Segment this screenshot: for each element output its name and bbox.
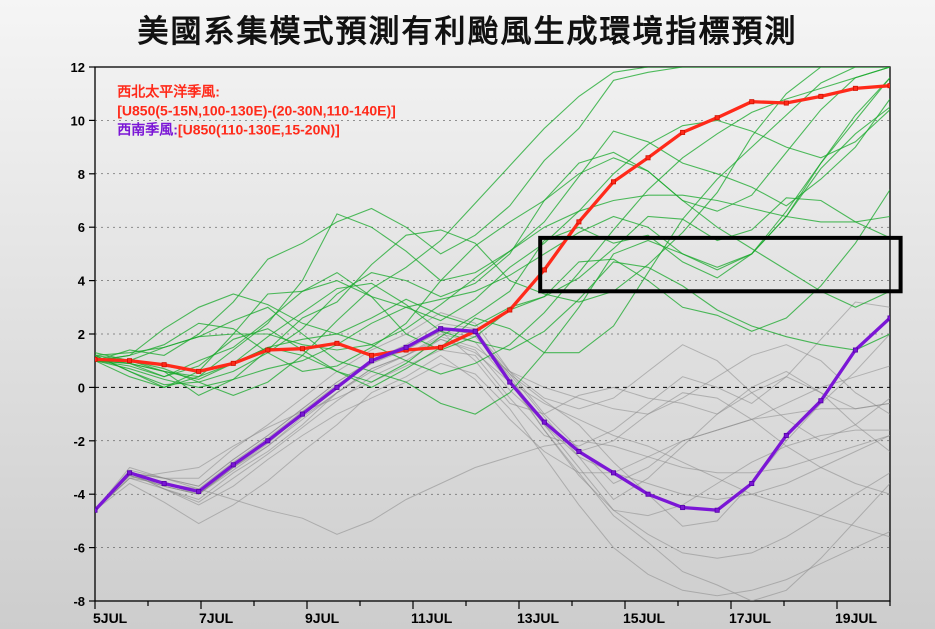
x-tick-label: 19JUL: [835, 610, 877, 626]
series-marker: [127, 359, 131, 363]
series-marker: [715, 508, 719, 512]
ensemble-green-member: [95, 110, 890, 377]
x-tick-label: 9JUL: [305, 610, 340, 626]
series-marker: [646, 492, 650, 496]
series-marker: [681, 505, 685, 509]
series-marker: [197, 369, 201, 373]
x-tick-label: 15JUL: [623, 610, 665, 626]
ensemble-green-member: [95, 107, 890, 382]
series-marker: [819, 94, 823, 98]
series-marker: [335, 385, 339, 389]
ensemble-forecast-chart: -8 -6 -4 -2 0 2 4 6 8 10 12 5JUL 7JUL 9JUL 11JUL 13JUL 1…: [0, 51, 935, 629]
series-marker: [853, 348, 857, 352]
series-marker: [681, 130, 685, 134]
y-tick-label: -2: [73, 434, 85, 449]
series-marker: [439, 345, 443, 349]
x-tick-label: 5JUL: [93, 610, 128, 626]
series-marker: [93, 357, 97, 361]
chart-container: -8 -6 -4 -2 0 2 4 6 8 10 12 5JUL 7JUL 9JUL 11JUL 13JUL 1…: [0, 51, 935, 629]
y-tick-label: 4: [78, 274, 86, 289]
series-marker: [646, 156, 650, 160]
series-marker: [715, 116, 719, 120]
y-tick-label: -8: [73, 594, 85, 609]
series-marker: [853, 86, 857, 90]
series-marker: [750, 481, 754, 485]
series-marker: [611, 180, 615, 184]
y-tick-label: -6: [73, 541, 85, 556]
series-marker: [404, 345, 408, 349]
series-marker: [577, 449, 581, 453]
ensemble-green-member: [95, 198, 890, 361]
legend-line: [U850(5-15N,100-130E)-(20-30N,110-140E)]: [117, 102, 396, 118]
series-marker: [162, 363, 166, 367]
series-marker: [439, 327, 443, 331]
series-marker: [369, 359, 373, 363]
series-marker: [231, 463, 235, 467]
ensemble-gray-member: [95, 436, 890, 535]
series-marker: [611, 471, 615, 475]
series-marker: [162, 481, 166, 485]
series-marker: [508, 308, 512, 312]
series-marker: [819, 399, 823, 403]
y-tick-label: 10: [71, 113, 85, 128]
x-tick-label: 11JUL: [411, 610, 453, 626]
series-marker: [888, 84, 892, 88]
series-marker: [127, 471, 131, 475]
series-marker: [888, 316, 892, 320]
main-series-group: [93, 84, 892, 513]
series-marker: [750, 100, 754, 104]
series-marker: [542, 268, 546, 272]
chart-title: 美國系集模式預測有利颱風生成環境指標預測: [0, 0, 935, 51]
series-marker: [577, 220, 581, 224]
series-marker: [93, 508, 97, 512]
series-marker: [369, 353, 373, 357]
y-tick-label: 0: [78, 380, 85, 395]
series-marker: [300, 412, 304, 416]
ensemble-gray-member: [95, 334, 890, 601]
series-marker: [231, 361, 235, 365]
series-marker: [473, 329, 477, 333]
series-marker: [300, 347, 304, 351]
legend-line: 西北太平洋季風:: [117, 83, 220, 99]
x-tick-label: 13JUL: [517, 610, 559, 626]
y-tick-label: 12: [71, 60, 85, 75]
series-marker: [542, 420, 546, 424]
ensemble-gray-member: [95, 355, 890, 523]
legend-line: 西南季風:[U850(110-130E,15-20N)]: [117, 121, 340, 137]
x-tick-label: 17JUL: [729, 610, 771, 626]
series-marker: [784, 433, 788, 437]
y-tick-label: 2: [78, 327, 85, 342]
y-tick-label: -4: [73, 487, 85, 502]
series-marker: [266, 439, 270, 443]
series-marker: [197, 489, 201, 493]
series-marker: [508, 380, 512, 384]
ensemble-green-member: [95, 99, 890, 387]
series-marker: [266, 348, 270, 352]
y-tick-label: 8: [78, 167, 85, 182]
x-tick-label: 7JUL: [199, 610, 234, 626]
y-tick-label: 6: [78, 220, 85, 235]
series-marker: [335, 341, 339, 345]
series-marker: [784, 101, 788, 105]
